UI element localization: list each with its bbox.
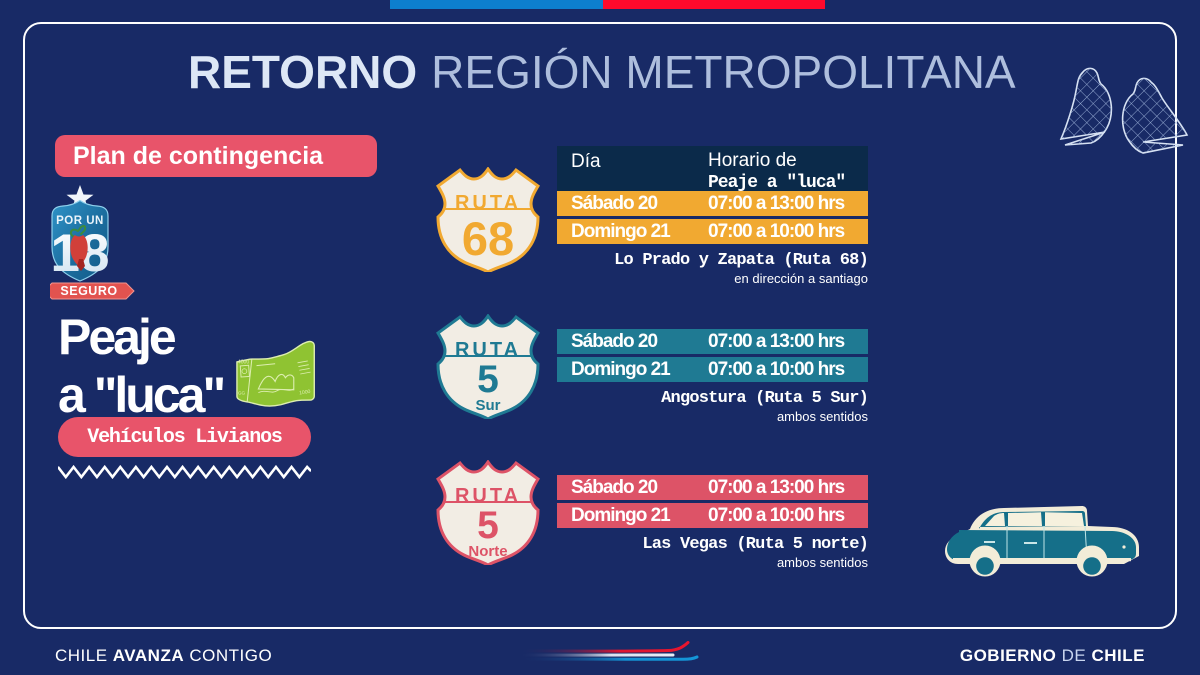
svg-text:Sur: Sur (475, 397, 500, 414)
svg-text:5: 5 (477, 358, 499, 401)
svg-text:Norte: Norte (468, 543, 507, 560)
svg-text:GG: GG (238, 391, 246, 396)
svg-text:68: 68 (462, 212, 514, 265)
svg-text:5: 5 (477, 504, 499, 547)
svg-text:RUTA: RUTA (455, 192, 521, 214)
svg-text:SEGURO: SEGURO (60, 284, 117, 298)
svg-text:4000: 4000 (238, 360, 250, 366)
